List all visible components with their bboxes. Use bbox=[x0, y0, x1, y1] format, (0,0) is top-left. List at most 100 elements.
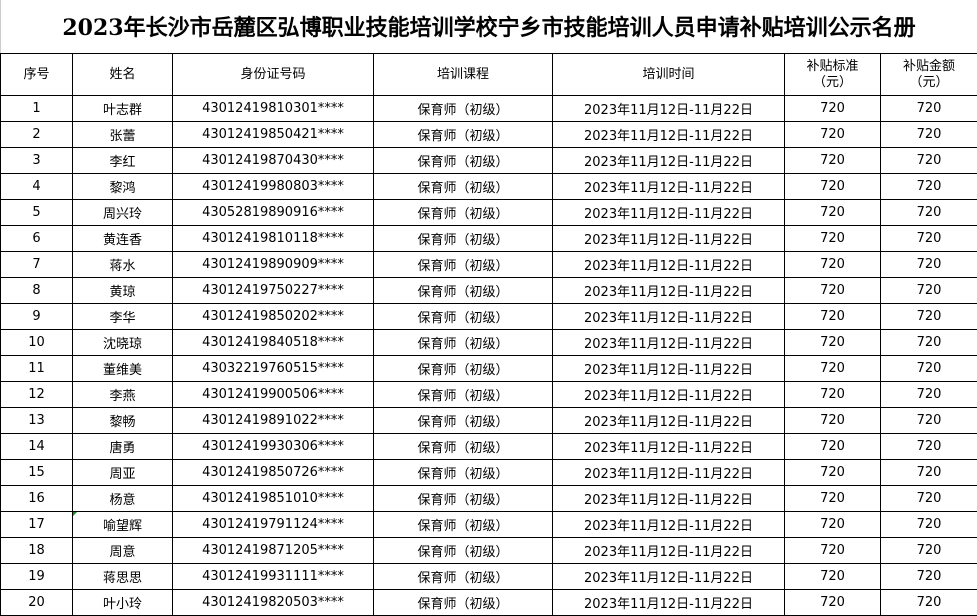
cell-time[interactable]: 2023年11月12日-11月22日 bbox=[553, 590, 785, 616]
cell-course[interactable]: 保育师（初级） bbox=[374, 434, 553, 460]
cell-standard[interactable]: 720 bbox=[785, 486, 881, 512]
cell-name[interactable]: 蒋思思 bbox=[73, 564, 173, 590]
cell-id[interactable]: 43012419840518**** bbox=[173, 330, 374, 356]
cell-time[interactable]: 2023年11月12日-11月22日 bbox=[553, 434, 785, 460]
cell-standard[interactable]: 720 bbox=[785, 200, 881, 226]
cell-time[interactable]: 2023年11月12日-11月22日 bbox=[553, 122, 785, 148]
cell-amount[interactable]: 720 bbox=[881, 148, 977, 174]
cell-seq[interactable]: 5 bbox=[1, 200, 73, 226]
cell-standard[interactable]: 720 bbox=[785, 174, 881, 200]
cell-amount[interactable]: 720 bbox=[881, 330, 977, 356]
cell-course[interactable]: 保育师（初级） bbox=[374, 538, 553, 564]
cell-name[interactable]: 蒋水 bbox=[73, 252, 173, 278]
cell-name[interactable]: 张蕾 bbox=[73, 122, 173, 148]
cell-seq[interactable]: 15 bbox=[1, 460, 73, 486]
cell-id[interactable]: 43012419750227**** bbox=[173, 278, 374, 304]
cell-id[interactable]: 43012419850421**** bbox=[173, 122, 374, 148]
cell-standard[interactable]: 720 bbox=[785, 356, 881, 382]
cell-name[interactable]: 黄琼 bbox=[73, 278, 173, 304]
cell-seq[interactable]: 9 bbox=[1, 304, 73, 330]
cell-id[interactable]: 43012419891022**** bbox=[173, 408, 374, 434]
cell-standard[interactable]: 720 bbox=[785, 330, 881, 356]
cell-amount[interactable]: 720 bbox=[881, 590, 977, 616]
cell-name[interactable]: 杨意 bbox=[73, 486, 173, 512]
cell-seq[interactable]: 7 bbox=[1, 252, 73, 278]
cell-course[interactable]: 保育师（初级） bbox=[374, 486, 553, 512]
cell-name[interactable]: 喻望辉 bbox=[73, 512, 173, 538]
cell-standard[interactable]: 720 bbox=[785, 148, 881, 174]
cell-course[interactable]: 保育师（初级） bbox=[374, 330, 553, 356]
cell-time[interactable]: 2023年11月12日-11月22日 bbox=[553, 486, 785, 512]
cell-course[interactable]: 保育师（初级） bbox=[374, 252, 553, 278]
cell-name[interactable]: 沈晓琼 bbox=[73, 330, 173, 356]
cell-id[interactable]: 43012419890909**** bbox=[173, 252, 374, 278]
cell-id[interactable]: 43012419871205**** bbox=[173, 538, 374, 564]
cell-amount[interactable]: 720 bbox=[881, 96, 977, 122]
cell-standard[interactable]: 720 bbox=[785, 408, 881, 434]
cell-name[interactable]: 李华 bbox=[73, 304, 173, 330]
cell-seq[interactable]: 10 bbox=[1, 330, 73, 356]
cell-standard[interactable]: 720 bbox=[785, 512, 881, 538]
cell-time[interactable]: 2023年11月12日-11月22日 bbox=[553, 278, 785, 304]
cell-id[interactable]: 43012419930306**** bbox=[173, 434, 374, 460]
cell-amount[interactable]: 720 bbox=[881, 122, 977, 148]
cell-time[interactable]: 2023年11月12日-11月22日 bbox=[553, 252, 785, 278]
cell-course[interactable]: 保育师（初级） bbox=[374, 408, 553, 434]
cell-name[interactable]: 周兴玲 bbox=[73, 200, 173, 226]
cell-name[interactable]: 叶志群 bbox=[73, 96, 173, 122]
cell-time[interactable]: 2023年11月12日-11月22日 bbox=[553, 512, 785, 538]
cell-seq[interactable]: 8 bbox=[1, 278, 73, 304]
cell-course[interactable]: 保育师（初级） bbox=[374, 564, 553, 590]
cell-standard[interactable]: 720 bbox=[785, 304, 881, 330]
cell-name[interactable]: 唐勇 bbox=[73, 434, 173, 460]
cell-standard[interactable]: 720 bbox=[785, 278, 881, 304]
cell-id[interactable]: 43032219760515**** bbox=[173, 356, 374, 382]
cell-time[interactable]: 2023年11月12日-11月22日 bbox=[553, 174, 785, 200]
cell-name[interactable]: 李红 bbox=[73, 148, 173, 174]
cell-course[interactable]: 保育师（初级） bbox=[374, 278, 553, 304]
cell-standard[interactable]: 720 bbox=[785, 564, 881, 590]
cell-course[interactable]: 保育师（初级） bbox=[374, 512, 553, 538]
cell-amount[interactable]: 720 bbox=[881, 408, 977, 434]
cell-amount[interactable]: 720 bbox=[881, 538, 977, 564]
cell-id[interactable]: 43012419931111**** bbox=[173, 564, 374, 590]
cell-course[interactable]: 保育师（初级） bbox=[374, 200, 553, 226]
cell-name[interactable]: 周亚 bbox=[73, 460, 173, 486]
cell-name[interactable]: 李燕 bbox=[73, 382, 173, 408]
cell-standard[interactable]: 720 bbox=[785, 226, 881, 252]
cell-name[interactable]: 黎畅 bbox=[73, 408, 173, 434]
cell-amount[interactable]: 720 bbox=[881, 304, 977, 330]
cell-seq[interactable]: 2 bbox=[1, 122, 73, 148]
cell-course[interactable]: 保育师（初级） bbox=[374, 174, 553, 200]
cell-time[interactable]: 2023年11月12日-11月22日 bbox=[553, 96, 785, 122]
cell-standard[interactable]: 720 bbox=[785, 96, 881, 122]
cell-seq[interactable]: 4 bbox=[1, 174, 73, 200]
cell-name[interactable]: 周意 bbox=[73, 538, 173, 564]
cell-name[interactable]: 黎鸿 bbox=[73, 174, 173, 200]
cell-time[interactable]: 2023年11月12日-11月22日 bbox=[553, 460, 785, 486]
cell-seq[interactable]: 18 bbox=[1, 538, 73, 564]
cell-amount[interactable]: 720 bbox=[881, 434, 977, 460]
cell-seq[interactable]: 11 bbox=[1, 356, 73, 382]
cell-seq[interactable]: 17 bbox=[1, 512, 73, 538]
cell-name[interactable]: 叶小玲 bbox=[73, 590, 173, 616]
cell-standard[interactable]: 720 bbox=[785, 434, 881, 460]
cell-name[interactable]: 董维美 bbox=[73, 356, 173, 382]
cell-id[interactable]: 43012419900506**** bbox=[173, 382, 374, 408]
cell-course[interactable]: 保育师（初级） bbox=[374, 122, 553, 148]
cell-standard[interactable]: 720 bbox=[785, 252, 881, 278]
cell-time[interactable]: 2023年11月12日-11月22日 bbox=[553, 304, 785, 330]
cell-id[interactable]: 43012419980803**** bbox=[173, 174, 374, 200]
cell-seq[interactable]: 16 bbox=[1, 486, 73, 512]
cell-name[interactable]: 黄连香 bbox=[73, 226, 173, 252]
cell-amount[interactable]: 720 bbox=[881, 226, 977, 252]
cell-time[interactable]: 2023年11月12日-11月22日 bbox=[553, 408, 785, 434]
cell-time[interactable]: 2023年11月12日-11月22日 bbox=[553, 564, 785, 590]
cell-id[interactable]: 43012419851010**** bbox=[173, 486, 374, 512]
cell-amount[interactable]: 720 bbox=[881, 200, 977, 226]
cell-course[interactable]: 保育师（初级） bbox=[374, 304, 553, 330]
cell-amount[interactable]: 720 bbox=[881, 356, 977, 382]
cell-course[interactable]: 保育师（初级） bbox=[374, 382, 553, 408]
cell-seq[interactable]: 3 bbox=[1, 148, 73, 174]
cell-amount[interactable]: 720 bbox=[881, 486, 977, 512]
